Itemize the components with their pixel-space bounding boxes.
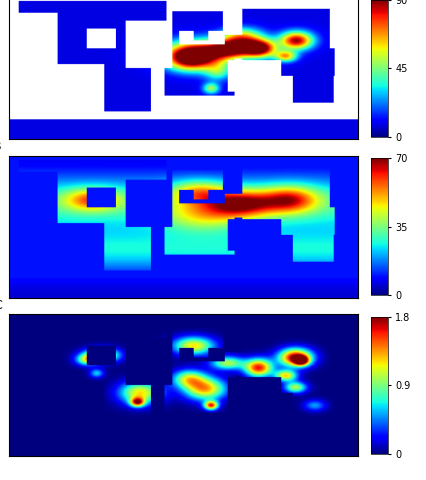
Text: C: C <box>0 299 2 312</box>
Text: B: B <box>0 140 2 153</box>
